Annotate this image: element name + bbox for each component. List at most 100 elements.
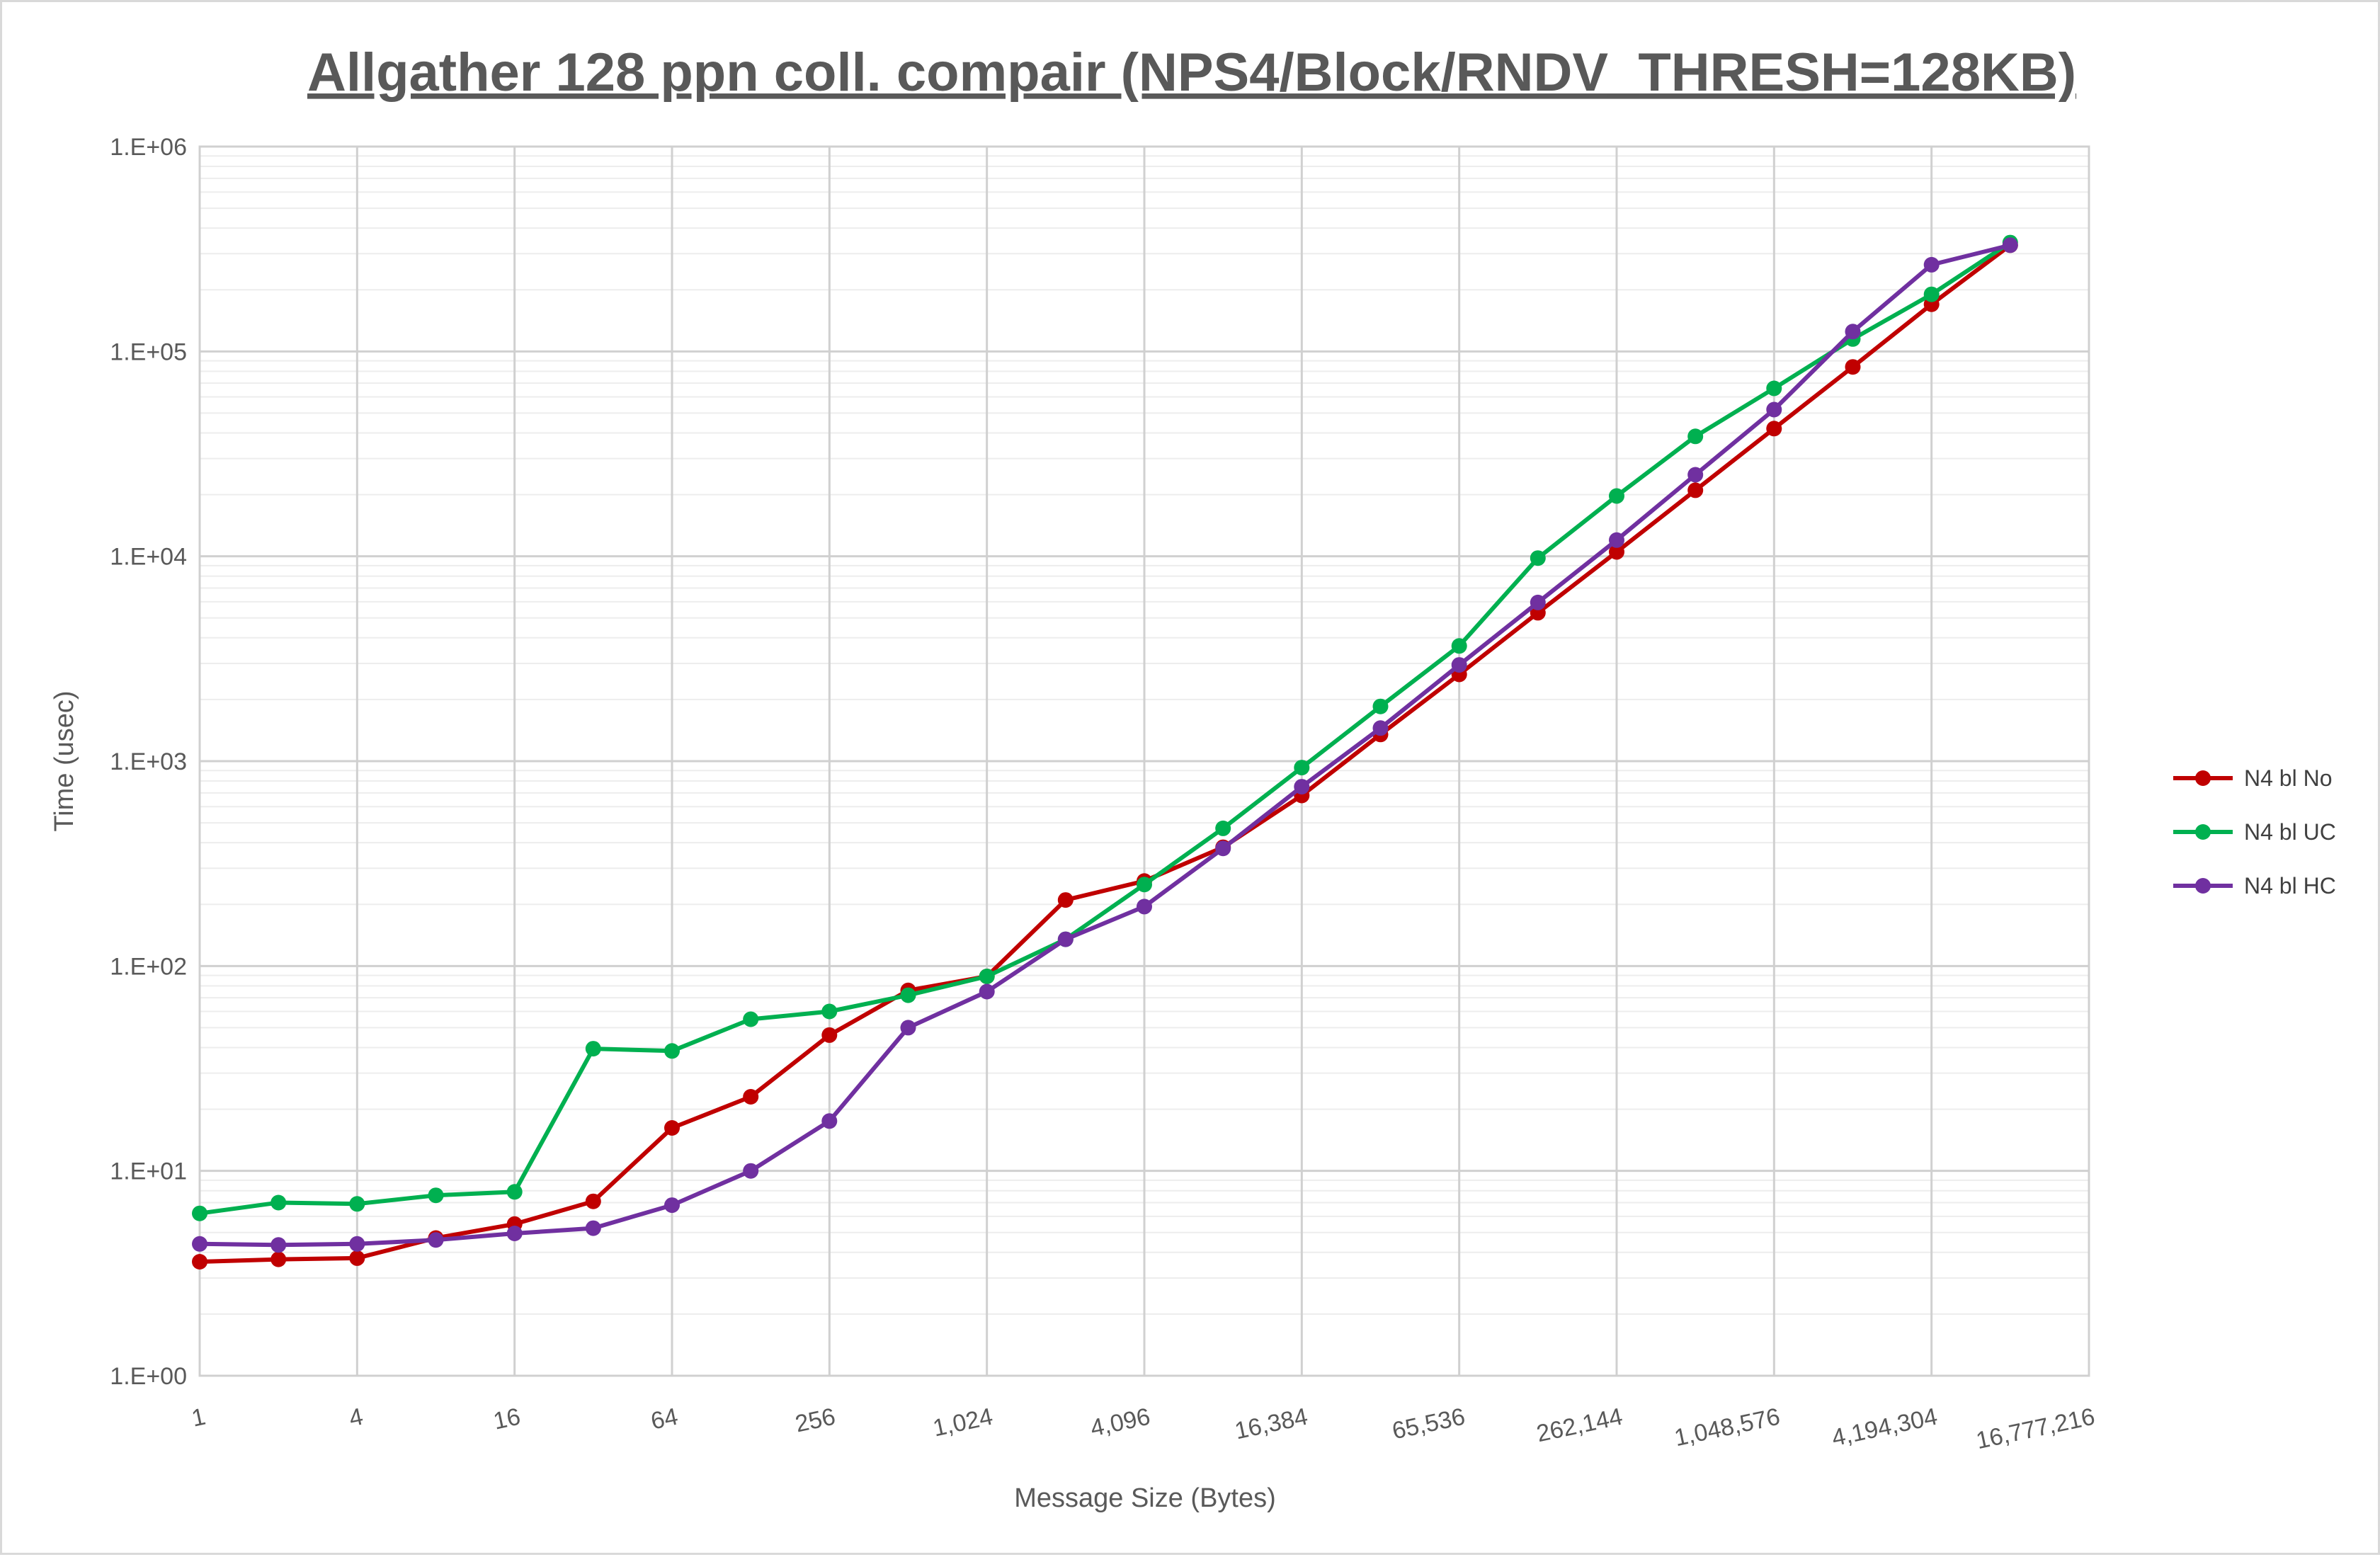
data-point [585,1193,601,1209]
data-point [1609,488,1624,504]
legend: N4 bl No N4 bl UC N4 bl HC [2173,765,2336,899]
legend-label: N4 bl HC [2244,873,2336,899]
data-point [664,1120,680,1136]
x-tick-label: 1,024 [930,1403,995,1442]
data-point [979,969,995,984]
data-point [1372,698,1389,714]
data-point [1137,877,1152,893]
x-tick-label: 1,048,576 [1672,1403,1782,1452]
legend-item: N4 bl HC [2173,873,2336,899]
legend-swatch-marker [2195,878,2211,894]
legend-swatch-marker [2195,824,2211,840]
data-point [428,1187,444,1204]
data-point [1372,720,1389,736]
data-point [585,1220,601,1236]
y-tick-label: 1.E+03 [110,748,187,775]
data-point [1609,544,1624,560]
data-point [900,1020,916,1036]
x-axis-label: Message Size (Bytes) [1014,1483,1276,1513]
chart-title: Allgather 128 ppn coll. compair (NPS4/Bl… [307,42,2076,103]
data-point [979,983,995,1000]
data-point [192,1205,207,1221]
data-point [1609,532,1624,548]
legend-label: N4 bl UC [2244,819,2336,845]
data-point [1451,657,1467,673]
data-point [1766,421,1782,437]
series-line [199,241,2012,1216]
series-n4-bl-hc [192,237,2018,1253]
data-point [1294,779,1310,795]
data-point [743,1011,759,1027]
data-point [1687,482,1704,498]
series-layer [192,234,2018,1270]
data-point [428,1232,444,1248]
legend-label: N4 bl No [2244,765,2333,791]
data-point [349,1236,365,1252]
data-point [506,1184,523,1200]
data-point [1137,899,1152,915]
x-tick-labels: 1 4 16 64 256 1,024 4,096 16,384 65,536 262,144 1,… [189,1403,2097,1455]
data-point [1215,820,1231,836]
data-point [821,1027,838,1043]
x-tick-label: 256 [793,1403,838,1438]
x-tick-label: 16,384 [1232,1403,1310,1445]
data-point [1294,760,1310,776]
data-point [271,1251,287,1267]
series-line [199,243,2011,1248]
y-axis-label: Time (usec) [50,690,79,831]
data-point [585,1041,601,1057]
legend-swatch-marker [2195,770,2211,786]
data-point [1687,428,1704,445]
x-tick-label: 64 [649,1403,681,1435]
x-tick-label: 4,096 [1088,1403,1153,1442]
data-point [2002,237,2018,253]
data-point [1845,359,1861,375]
major-gridlines [198,145,2090,1377]
data-point [664,1197,680,1214]
y-tick-label: 1.E+04 [110,544,187,571]
legend-item: N4 bl No [2173,765,2333,791]
series-line [199,243,2012,1264]
data-point [349,1250,365,1266]
data-point [192,1254,207,1270]
y-tick-labels: 1.E+00 1.E+01 1.E+02 1.E+03 1.E+04 1.E+05 1.E+… [110,134,187,1390]
data-point [1057,931,1074,947]
data-point [506,1226,523,1241]
data-point [1057,892,1074,908]
data-point [1215,840,1231,857]
series-n4-bl-no [192,237,2018,1270]
data-point [1766,401,1782,418]
y-tick-label: 1.E+01 [110,1158,187,1185]
y-tick-label: 1.E+02 [110,953,187,980]
data-point [1923,286,1940,302]
data-point [821,1113,838,1129]
data-point [900,987,916,1003]
x-tick-label: 16 [491,1403,523,1435]
x-tick-label: 262,144 [1535,1403,1625,1448]
data-point [1923,256,1940,273]
y-tick-label: 1.E+06 [110,134,187,161]
data-point [1451,638,1467,654]
x-tick-label: 1 [189,1403,207,1432]
y-tick-label: 1.E+00 [110,1363,187,1390]
data-point [743,1163,759,1179]
x-tick-label: 65,536 [1390,1403,1468,1445]
data-point [271,1237,287,1253]
x-tick-label: 4 [347,1403,365,1432]
plot-area-border [198,145,2090,1377]
data-point [664,1043,680,1059]
data-point [1687,467,1704,483]
legend-item: N4 bl UC [2173,819,2336,845]
data-point [821,1003,838,1020]
data-point [271,1194,287,1211]
data-point [1530,594,1546,610]
x-tick-label: 4,194,304 [1829,1403,1940,1452]
y-tick-label: 1.E+05 [110,338,187,365]
data-point [192,1236,207,1252]
data-point [349,1196,365,1212]
data-point [1766,380,1782,397]
data-point [1845,324,1861,340]
data-point [1530,550,1546,566]
